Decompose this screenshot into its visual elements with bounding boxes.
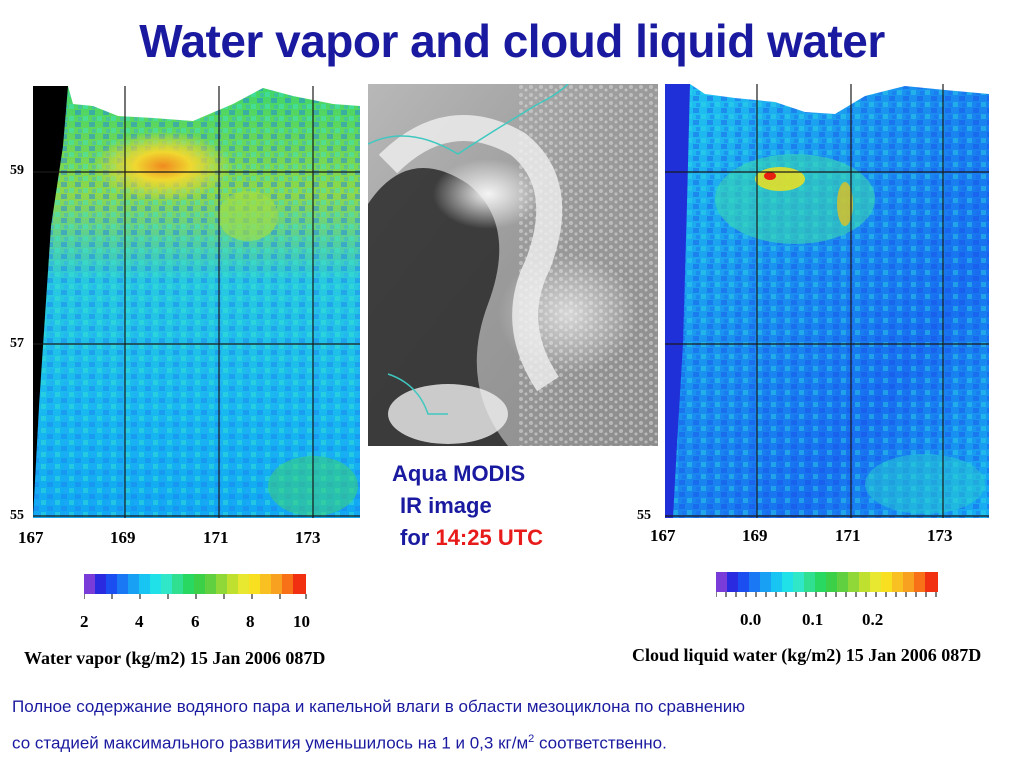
colorbar-tick-10: 10 — [293, 612, 310, 631]
lat-tick-57: 57 — [10, 336, 24, 351]
colorbar-tick-2: 2 — [80, 612, 89, 631]
page-title: Water vapor and cloud liquid water — [139, 15, 885, 67]
lat-tick-59: 59 — [10, 163, 24, 178]
colorbar-tick-4: 4 — [135, 612, 144, 631]
water-vapor-colorbar — [83, 574, 308, 605]
right-colorbar-tick-1: 0.1 — [802, 610, 824, 629]
cloud-liquid-water-caption: Cloud liquid water (kg/m2) 15 Jan 2006 0… — [632, 645, 982, 665]
colorbar-tick-6: 6 — [191, 612, 200, 631]
modis-label: Aqua MODIS IR image for 14:25 UTC — [392, 458, 543, 554]
right-colorbar-tick-0: 0.0 — [740, 610, 762, 629]
summary-line-2: со стадией максимального развития уменьш… — [12, 733, 667, 753]
modis-ir-image — [368, 84, 658, 446]
right-lon-tick-167: 167 — [650, 526, 676, 545]
right-lat-tick-55: 55 — [637, 508, 651, 523]
water-vapor-caption: Water vapor (kg/m2) 15 Jan 2006 087D — [24, 648, 326, 668]
right-colorbar-tick-2: 0.2 — [862, 610, 884, 629]
modis-line-1: Aqua MODIS — [392, 461, 526, 486]
modis-time: 14:25 UTC — [435, 525, 544, 550]
lon-tick-169: 169 — [110, 528, 136, 547]
lat-tick-55: 55 — [10, 508, 24, 523]
cloud-liquid-water-map — [665, 84, 989, 518]
right-lon-tick-173: 173 — [927, 526, 953, 545]
right-lon-tick-169: 169 — [742, 526, 768, 545]
lon-tick-173: 173 — [295, 528, 321, 547]
modis-line-2: IR image — [400, 493, 492, 518]
water-vapor-map — [33, 86, 360, 518]
lon-tick-167: 167 — [18, 528, 44, 547]
modis-line-3: for 14:25 UTC — [400, 525, 544, 550]
cloud-liquid-water-colorbar — [715, 572, 942, 603]
lon-tick-171: 171 — [203, 528, 229, 547]
summary-text: Полное содержание водяного пара и капель… — [12, 690, 1012, 760]
summary-line-1: Полное содержание водяного пара и капель… — [12, 697, 745, 716]
colorbar-tick-8: 8 — [246, 612, 255, 631]
right-lon-tick-171: 171 — [835, 526, 861, 545]
